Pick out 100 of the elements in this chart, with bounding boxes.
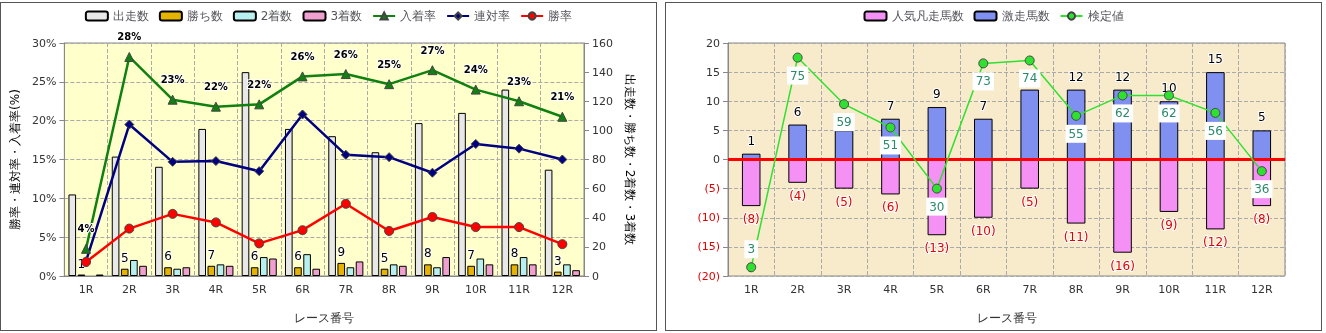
x-tick-label: 8R [381, 283, 397, 296]
y2-tick-label: 0 [592, 269, 599, 283]
bar [510, 264, 519, 276]
legend-label: 検定値 [1087, 9, 1124, 23]
y2-tick-label: 60 [592, 182, 606, 196]
data-label: 21% [550, 91, 575, 103]
data-label: 59 [836, 115, 852, 130]
bar [485, 264, 494, 276]
data-label: 6 [164, 249, 172, 264]
bar [1020, 159, 1039, 189]
data-label: 7 [886, 98, 895, 113]
y-tick-label: (15) [697, 240, 720, 254]
data-label: 8 [510, 246, 519, 261]
bar [1020, 89, 1039, 160]
x-tick-label: 10R [464, 283, 487, 296]
point [557, 111, 568, 122]
point [885, 122, 896, 133]
y-tick-label: 0% [38, 269, 57, 283]
data-label: 7 [979, 98, 988, 113]
data-label: 26% [333, 48, 358, 60]
point [514, 143, 525, 154]
data-label: (10) [970, 223, 996, 238]
point [297, 225, 308, 236]
bar [881, 159, 900, 195]
point [81, 243, 91, 254]
y-tick-label: 10 [706, 94, 720, 108]
y-tick-label: (20) [697, 269, 720, 283]
point [427, 65, 438, 76]
y-tick-label: 10% [31, 191, 57, 205]
y-tick-label: 5% [38, 230, 57, 244]
data-label: (9) [1160, 217, 1178, 232]
data-label: 73 [975, 74, 991, 89]
bar [1252, 130, 1272, 160]
point [427, 167, 438, 178]
data-label: 3 [553, 253, 562, 268]
point [1024, 55, 1035, 66]
point [384, 225, 395, 236]
bar [1113, 159, 1132, 253]
data-label: 5 [380, 250, 389, 265]
x-tick-label: 3R [836, 283, 852, 296]
bar [1159, 159, 1179, 212]
x-tick-label: 12R [551, 283, 574, 296]
data-label: 6 [793, 104, 802, 119]
data-label: 3 [747, 242, 756, 257]
y2-tick-label: 80 [592, 153, 606, 166]
bar [834, 159, 854, 189]
legend-label: 2着数 [260, 9, 293, 23]
bar [788, 159, 807, 183]
x-tick-label: 2R [790, 283, 806, 296]
x-tick-label: 1R [743, 283, 759, 296]
point [1117, 90, 1128, 101]
point [340, 149, 351, 160]
legend-label: 勝率 [548, 9, 573, 23]
bar [1066, 159, 1086, 224]
bar [216, 264, 225, 276]
bar [1206, 159, 1225, 230]
x-tick-label: 11R [508, 283, 531, 296]
point [297, 71, 308, 82]
legend-label: 3着数 [330, 9, 363, 23]
x-tick-label: 9R [1115, 283, 1131, 296]
y-tick-label: 25% [31, 75, 57, 89]
bar [927, 107, 947, 160]
y2-axis-title: 出走数・勝ち数・2着数・3着数 [622, 73, 637, 246]
data-label: 10 [1161, 81, 1177, 96]
point [557, 154, 568, 165]
data-label: 55 [1068, 126, 1084, 141]
x-tick-label: 5R [251, 283, 267, 296]
x-tick-label: 9R [425, 283, 441, 296]
y2-tick-label: 160 [592, 36, 613, 50]
point [746, 262, 757, 273]
legend-label: 勝ち数 [186, 9, 223, 23]
data-label: 36 [1254, 182, 1270, 197]
data-label: 5 [120, 250, 129, 265]
data-label: 62 [1161, 106, 1177, 121]
data-label: 12 [1068, 69, 1084, 84]
data-label: (16) [1110, 258, 1135, 273]
x-tick-label: 11R [1204, 283, 1227, 296]
y-tick-label: 0 [713, 153, 720, 166]
y-axis-title: 勝率・連対率・入着率(%) [8, 89, 22, 230]
legend-label: 連対率 [474, 9, 511, 23]
y-tick-label: 30% [31, 36, 57, 50]
point [124, 51, 135, 62]
y-tick-label: 20 [706, 36, 720, 50]
data-label: 74 [1022, 71, 1038, 86]
legend-label: 出走数 [112, 9, 149, 23]
bar [225, 265, 234, 276]
data-label: 28% [117, 31, 142, 43]
x-tick-label: 10R [1158, 283, 1181, 296]
point [514, 222, 525, 233]
data-label: 1 [747, 133, 756, 148]
y-tick-label: (10) [697, 211, 720, 225]
data-label: 9 [337, 244, 346, 259]
data-label: 62 [1114, 106, 1131, 121]
point [210, 217, 221, 228]
data-label: 23% [507, 75, 532, 87]
y2-tick-label: 100 [592, 123, 613, 137]
bar [355, 261, 364, 276]
x-axis-title: レース番号 [976, 311, 1037, 325]
x-tick-label: 6R [295, 283, 311, 296]
x-tick-label: 8R [1068, 283, 1084, 296]
